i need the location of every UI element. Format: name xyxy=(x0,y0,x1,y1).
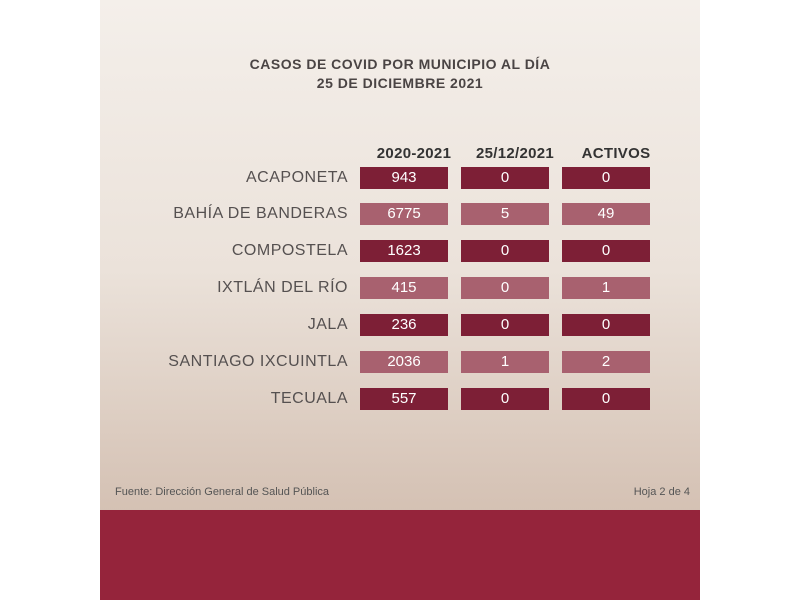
municipio-label: JALA xyxy=(307,316,348,333)
value-cell-total: 236 xyxy=(360,314,448,336)
value-cell-dia: 0 xyxy=(461,388,549,410)
value-cell-total: 1623 xyxy=(360,240,448,262)
table-row: IXTLÁN DEL RÍO 415 0 1 xyxy=(100,277,700,299)
title-line-1: CASOS DE COVID POR MUNICIPIO AL DÍA xyxy=(249,56,551,72)
municipio-label: BAHÍA DE BANDERAS xyxy=(173,205,348,222)
value-cell-total: 2036 xyxy=(360,351,448,373)
value-cell-total: 943 xyxy=(360,167,448,189)
table-row: BAHÍA DE BANDERAS 6775 5 49 xyxy=(100,203,700,225)
value-cell-activos: 0 xyxy=(562,388,650,410)
title-line-2: 25 DE DICIEMBRE 2021 xyxy=(316,75,484,91)
value-cell-dia: 0 xyxy=(461,314,549,336)
value-cell-dia: 1 xyxy=(461,351,549,373)
column-header-active: ACTIVOS xyxy=(581,145,651,162)
table-row: ACAPONETA 943 0 0 xyxy=(100,167,700,189)
value-cell-activos: 0 xyxy=(562,314,650,336)
value-cell-activos: 2 xyxy=(562,351,650,373)
table-row: JALA 236 0 0 xyxy=(100,314,700,336)
value-cell-activos: 0 xyxy=(562,240,650,262)
infographic-card: CASOS DE COVID POR MUNICIPIO AL DÍA 25 D… xyxy=(100,0,700,600)
value-cell-activos: 0 xyxy=(562,167,650,189)
value-cell-activos: 1 xyxy=(562,277,650,299)
value-cell-total: 557 xyxy=(360,388,448,410)
column-header-total: 2020-2021 xyxy=(376,145,452,162)
value-cell-dia: 0 xyxy=(461,277,549,299)
table-row: SANTIAGO IXCUINTLA 2036 1 2 xyxy=(100,351,700,373)
bottom-band xyxy=(100,510,700,600)
municipio-label: COMPOSTELA xyxy=(231,242,348,259)
municipio-label: SANTIAGO IXCUINTLA xyxy=(168,353,348,370)
table-row: COMPOSTELA 1623 0 0 xyxy=(100,240,700,262)
value-cell-dia: 0 xyxy=(461,167,549,189)
municipio-label: TECUALA xyxy=(270,390,348,407)
footer-page: Hoja 2 de 4 xyxy=(633,486,690,498)
column-header-day: 25/12/2021 xyxy=(475,145,555,162)
municipio-label: IXTLÁN DEL RÍO xyxy=(217,279,348,296)
value-cell-total: 6775 xyxy=(360,203,448,225)
table-row: TECUALA 557 0 0 xyxy=(100,388,700,410)
municipio-label: ACAPONETA xyxy=(246,169,348,186)
value-cell-activos: 49 xyxy=(562,203,650,225)
footer-source: Fuente: Dirección General de Salud Públi… xyxy=(115,486,330,498)
value-cell-dia: 5 xyxy=(461,203,549,225)
value-cell-total: 415 xyxy=(360,277,448,299)
value-cell-dia: 0 xyxy=(461,240,549,262)
